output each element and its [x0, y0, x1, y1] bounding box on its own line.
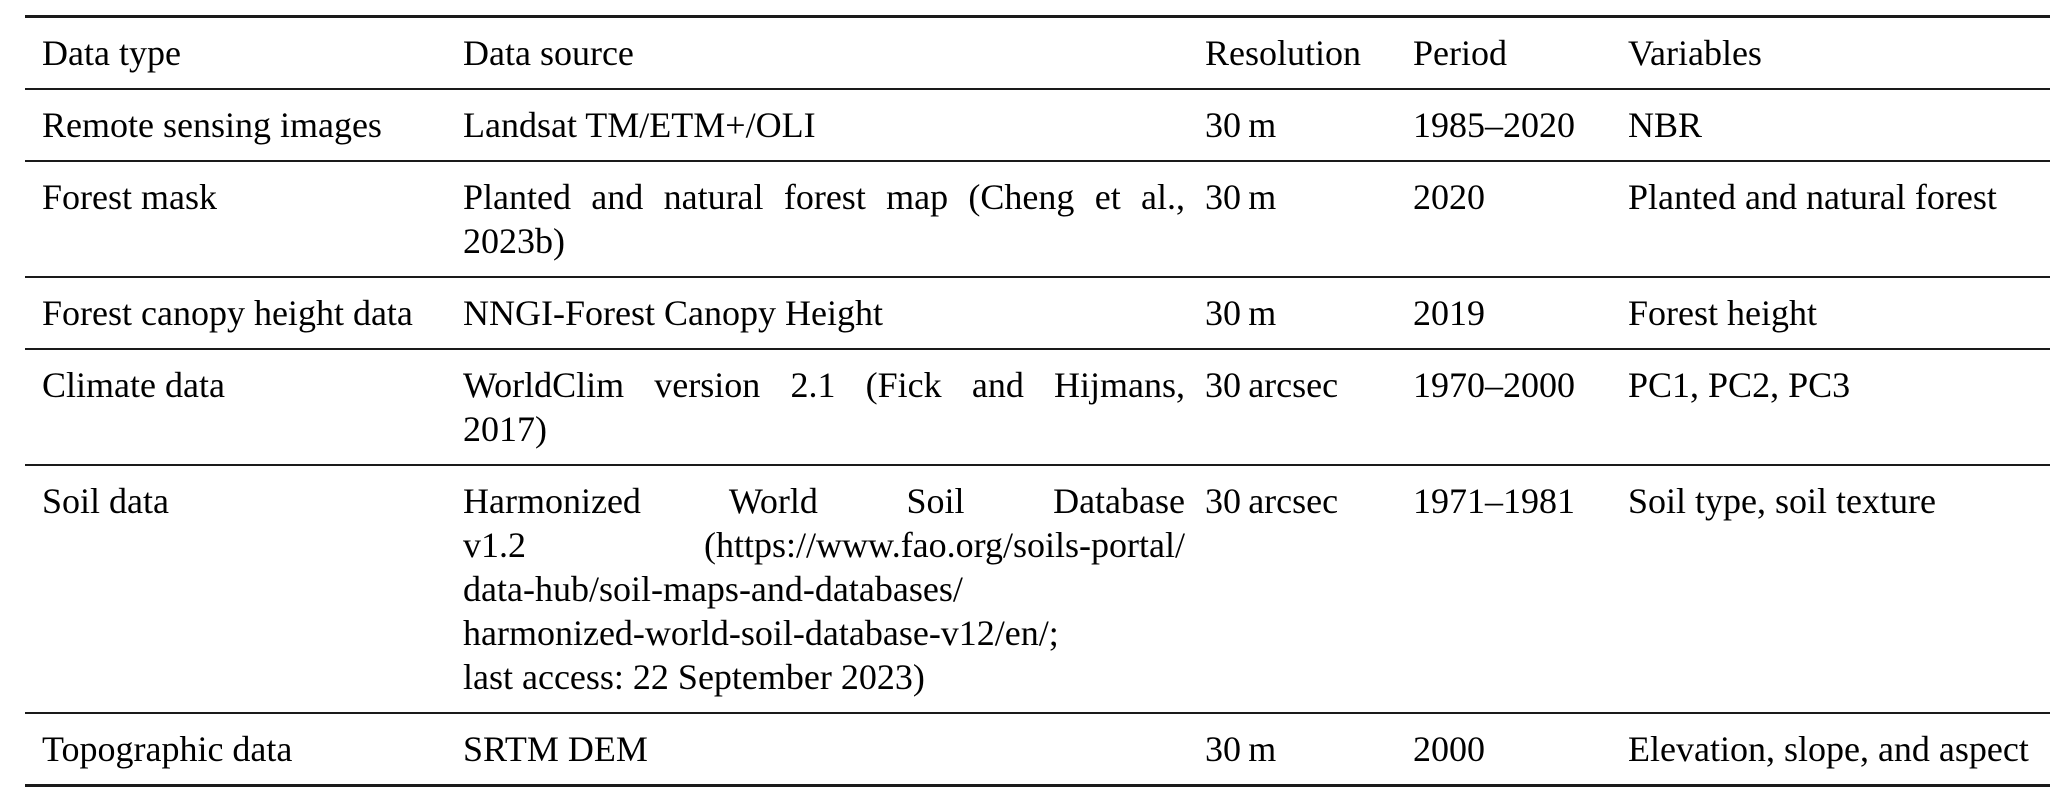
source-line: Planted and natural forest map (Cheng et… — [463, 177, 1185, 217]
source-line: 2023b) — [463, 221, 565, 261]
source-line: v1.2 (https://www.fao.org/soils-portal/ — [463, 525, 1185, 565]
cell-data-type: Remote sensing images — [42, 105, 382, 145]
cell-period: 1985–2020 — [1413, 105, 1575, 145]
source-line: SRTM DEM — [463, 729, 648, 769]
cell-data-source: SRTM DEM — [463, 713, 1205, 786]
source-line: NNGI-Forest Canopy Height — [463, 293, 883, 333]
cell-variables: Planted and natural forest — [1628, 177, 1997, 217]
table-row: Topographic data SRTM DEM 30 m 2000 Elev… — [25, 713, 2050, 786]
cell-data-source: WorldClim version 2.1 (Fick and Hijmans,… — [463, 349, 1205, 465]
cell-variables: Elevation, slope, and aspect — [1628, 729, 2029, 769]
data-sources-table: Data type Data source Resolution Period … — [25, 15, 2050, 787]
column-header-data-type: Data type — [42, 33, 181, 73]
cell-period: 2000 — [1413, 729, 1485, 769]
cell-variables: Soil type, soil texture — [1628, 481, 1936, 521]
source-line: harmonized-world-soil-database-v12/en/; — [463, 613, 1059, 653]
cell-period: 1970–2000 — [1413, 365, 1575, 405]
cell-data-type: Soil data — [42, 481, 169, 521]
column-header-variables: Variables — [1628, 33, 1762, 73]
cell-data-source: NNGI-Forest Canopy Height — [463, 277, 1205, 349]
cell-period: 2020 — [1413, 177, 1485, 217]
column-header-period: Period — [1413, 33, 1507, 73]
cell-resolution: 30 arcsec — [1205, 481, 1339, 521]
header-row: Data type Data source Resolution Period … — [25, 16, 2050, 89]
cell-data-type: Climate data — [42, 365, 225, 405]
table-row: Remote sensing images Landsat TM/ETM+/OL… — [25, 89, 2050, 161]
source-line: 2017) — [463, 409, 547, 449]
cell-resolution: 30 m — [1205, 177, 1277, 217]
cell-data-source: Planted and natural forest map (Cheng et… — [463, 161, 1205, 277]
source-line: WorldClim version 2.1 (Fick and Hijmans, — [463, 365, 1185, 405]
cell-data-type: Topographic data — [42, 729, 293, 769]
cell-variables: Forest height — [1628, 293, 1817, 333]
cell-period: 2019 — [1413, 293, 1485, 333]
column-header-resolution: Resolution — [1205, 33, 1362, 73]
paper-table-region: Data type Data source Resolution Period … — [25, 15, 2067, 787]
table-row: Forest canopy height data NNGI-Forest Ca… — [25, 277, 2050, 349]
cell-variables: PC1, PC2, PC3 — [1628, 365, 1851, 405]
cell-data-source: Landsat TM/ETM+/OLI — [463, 89, 1205, 161]
source-line: data-hub/soil-maps-and-databases/ — [463, 569, 963, 609]
cell-resolution: 30 m — [1205, 105, 1277, 145]
table-body: Remote sensing images Landsat TM/ETM+/OL… — [25, 89, 2050, 786]
cell-resolution: 30 arcsec — [1205, 365, 1339, 405]
source-line: Harmonized World Soil Database — [463, 481, 1185, 521]
cell-data-type: Forest mask — [42, 177, 217, 217]
cell-variables: NBR — [1628, 105, 1703, 145]
table-row: Forest mask Planted and natural forest m… — [25, 161, 2050, 277]
table-header: Data type Data source Resolution Period … — [25, 16, 2050, 89]
source-line: last access: 22 September 2023) — [463, 657, 925, 697]
table-row: Climate data WorldClim version 2.1 (Fick… — [25, 349, 2050, 465]
cell-resolution: 30 m — [1205, 729, 1277, 769]
table-row: Soil data Harmonized World Soil Database… — [25, 465, 2050, 713]
cell-data-source: Harmonized World Soil Database v1.2 (http… — [463, 465, 1205, 713]
cell-resolution: 30 m — [1205, 293, 1277, 333]
cell-period: 1971–1981 — [1413, 481, 1575, 521]
column-header-data-source: Data source — [463, 33, 634, 73]
source-line: Landsat TM/ETM+/OLI — [463, 105, 816, 145]
cell-data-type: Forest canopy height data — [42, 293, 413, 333]
